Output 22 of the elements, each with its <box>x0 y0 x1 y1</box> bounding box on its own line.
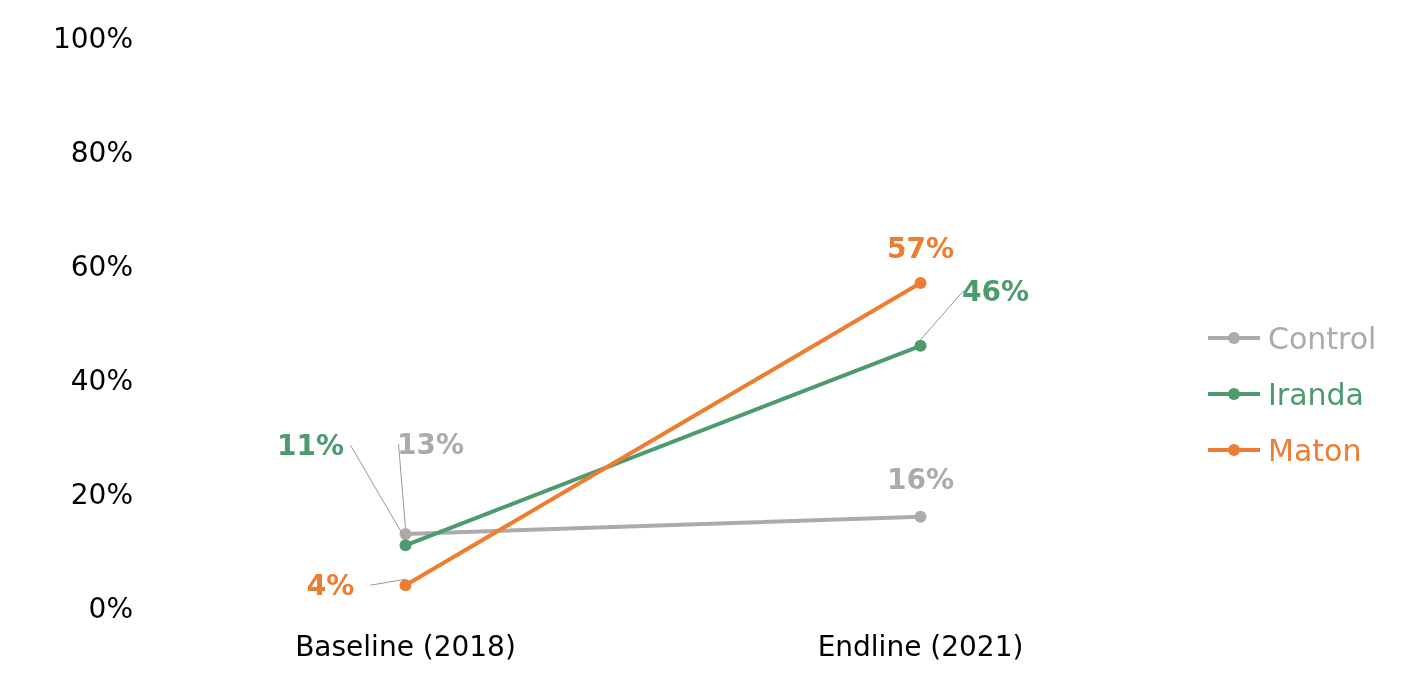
point <box>914 510 927 523</box>
point <box>399 579 412 592</box>
y-tick-label: 0% <box>88 591 133 625</box>
data-label: 4% <box>306 569 355 602</box>
x-tick-label: Baseline (2018) <box>295 630 516 663</box>
data-label: 11% <box>276 429 345 463</box>
y-tick-label: 20% <box>70 477 133 511</box>
point <box>399 539 412 552</box>
legend-label: Maton <box>1268 432 1362 468</box>
legend-label: Control <box>1268 320 1377 356</box>
data-label: 46% <box>961 274 1030 308</box>
data-label: 57% <box>886 231 955 265</box>
data-label: 16% <box>886 462 955 496</box>
y-tick-label: 60% <box>70 249 133 283</box>
y-tick-label: 80% <box>70 135 133 169</box>
data-label: 13% <box>396 427 465 461</box>
y-tick-label: 100% <box>52 21 133 55</box>
point <box>914 339 927 352</box>
y-tick-label: 40% <box>70 363 133 397</box>
x-tick-label: Endline (2021) <box>817 630 1024 663</box>
legend-label: Iranda <box>1268 376 1365 412</box>
point <box>914 277 927 290</box>
